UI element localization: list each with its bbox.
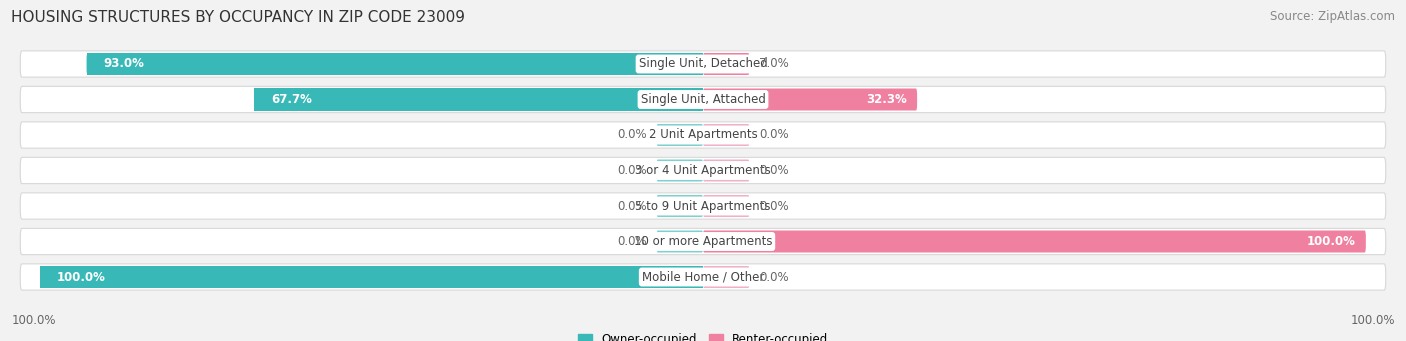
FancyBboxPatch shape — [657, 195, 703, 217]
FancyBboxPatch shape — [703, 195, 749, 217]
Text: 0.0%: 0.0% — [759, 129, 789, 142]
Bar — [41, 266, 703, 288]
Bar — [254, 89, 703, 110]
Text: Source: ZipAtlas.com: Source: ZipAtlas.com — [1270, 10, 1395, 23]
Text: 0.0%: 0.0% — [617, 235, 647, 248]
Text: 100.0%: 100.0% — [1350, 314, 1395, 327]
FancyBboxPatch shape — [20, 157, 1386, 184]
FancyBboxPatch shape — [703, 266, 749, 288]
Bar — [87, 53, 703, 75]
Text: 32.3%: 32.3% — [866, 93, 907, 106]
Text: 10 or more Apartments: 10 or more Apartments — [634, 235, 772, 248]
FancyBboxPatch shape — [20, 228, 1386, 255]
FancyBboxPatch shape — [20, 122, 1386, 148]
Text: 67.7%: 67.7% — [271, 93, 312, 106]
Text: 0.0%: 0.0% — [617, 199, 647, 212]
FancyBboxPatch shape — [20, 264, 1386, 290]
Text: Single Unit, Detached: Single Unit, Detached — [638, 58, 768, 71]
Text: Mobile Home / Other: Mobile Home / Other — [641, 270, 765, 283]
Text: 0.0%: 0.0% — [617, 164, 647, 177]
Text: 3 or 4 Unit Apartments: 3 or 4 Unit Apartments — [636, 164, 770, 177]
FancyBboxPatch shape — [703, 89, 917, 110]
FancyBboxPatch shape — [657, 124, 703, 146]
FancyBboxPatch shape — [657, 160, 703, 181]
Text: 93.0%: 93.0% — [103, 58, 143, 71]
Text: 5 to 9 Unit Apartments: 5 to 9 Unit Apartments — [636, 199, 770, 212]
Text: 2 Unit Apartments: 2 Unit Apartments — [648, 129, 758, 142]
FancyBboxPatch shape — [87, 53, 703, 75]
Text: 0.0%: 0.0% — [759, 199, 789, 212]
Text: Single Unit, Attached: Single Unit, Attached — [641, 93, 765, 106]
FancyBboxPatch shape — [254, 89, 703, 110]
Text: 0.0%: 0.0% — [759, 270, 789, 283]
FancyBboxPatch shape — [20, 51, 1386, 77]
Text: 0.0%: 0.0% — [759, 164, 789, 177]
Legend: Owner-occupied, Renter-occupied: Owner-occupied, Renter-occupied — [572, 329, 834, 341]
FancyBboxPatch shape — [703, 53, 749, 75]
FancyBboxPatch shape — [20, 86, 1386, 113]
Text: 100.0%: 100.0% — [11, 314, 56, 327]
Text: 0.0%: 0.0% — [617, 129, 647, 142]
Text: 7.0%: 7.0% — [759, 58, 789, 71]
FancyBboxPatch shape — [703, 231, 1365, 252]
FancyBboxPatch shape — [20, 193, 1386, 219]
FancyBboxPatch shape — [703, 124, 749, 146]
Text: 100.0%: 100.0% — [56, 270, 105, 283]
FancyBboxPatch shape — [703, 160, 749, 181]
Text: 100.0%: 100.0% — [1308, 235, 1355, 248]
Text: HOUSING STRUCTURES BY OCCUPANCY IN ZIP CODE 23009: HOUSING STRUCTURES BY OCCUPANCY IN ZIP C… — [11, 10, 465, 25]
FancyBboxPatch shape — [41, 266, 703, 288]
FancyBboxPatch shape — [657, 231, 703, 252]
